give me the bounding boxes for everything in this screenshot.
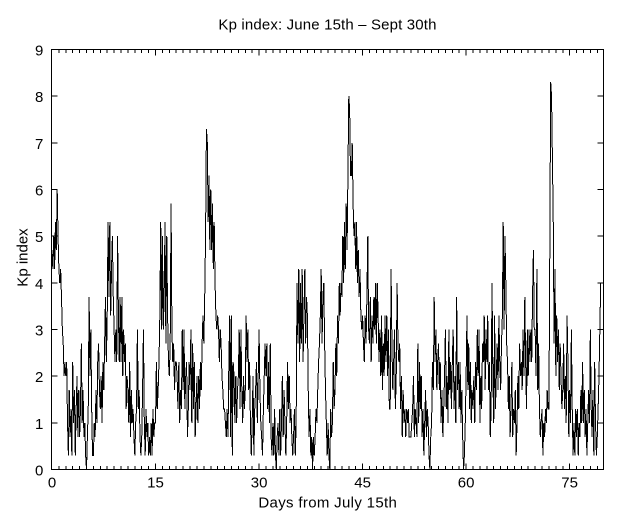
svg-text:4: 4 (35, 276, 43, 293)
svg-text:60: 60 (458, 475, 475, 492)
svg-text:75: 75 (561, 475, 578, 492)
svg-text:8: 8 (35, 89, 43, 106)
svg-text:7: 7 (35, 136, 43, 153)
svg-text:3: 3 (35, 323, 43, 340)
svg-text:5: 5 (35, 229, 43, 246)
svg-text:Days from July 15th: Days from July 15th (258, 494, 397, 511)
svg-text:Kp index: June 15th – Sept 30t: Kp index: June 15th – Sept 30th (218, 17, 436, 34)
svg-text:1: 1 (35, 416, 43, 433)
svg-text:9: 9 (35, 43, 43, 60)
svg-text:45: 45 (354, 475, 371, 492)
svg-text:Kp index: Kp index (15, 228, 32, 287)
svg-text:30: 30 (251, 475, 268, 492)
svg-text:0: 0 (35, 463, 43, 480)
svg-text:0: 0 (48, 475, 56, 492)
svg-text:15: 15 (147, 475, 164, 492)
svg-text:6: 6 (35, 183, 43, 200)
svg-text:2: 2 (35, 369, 43, 386)
